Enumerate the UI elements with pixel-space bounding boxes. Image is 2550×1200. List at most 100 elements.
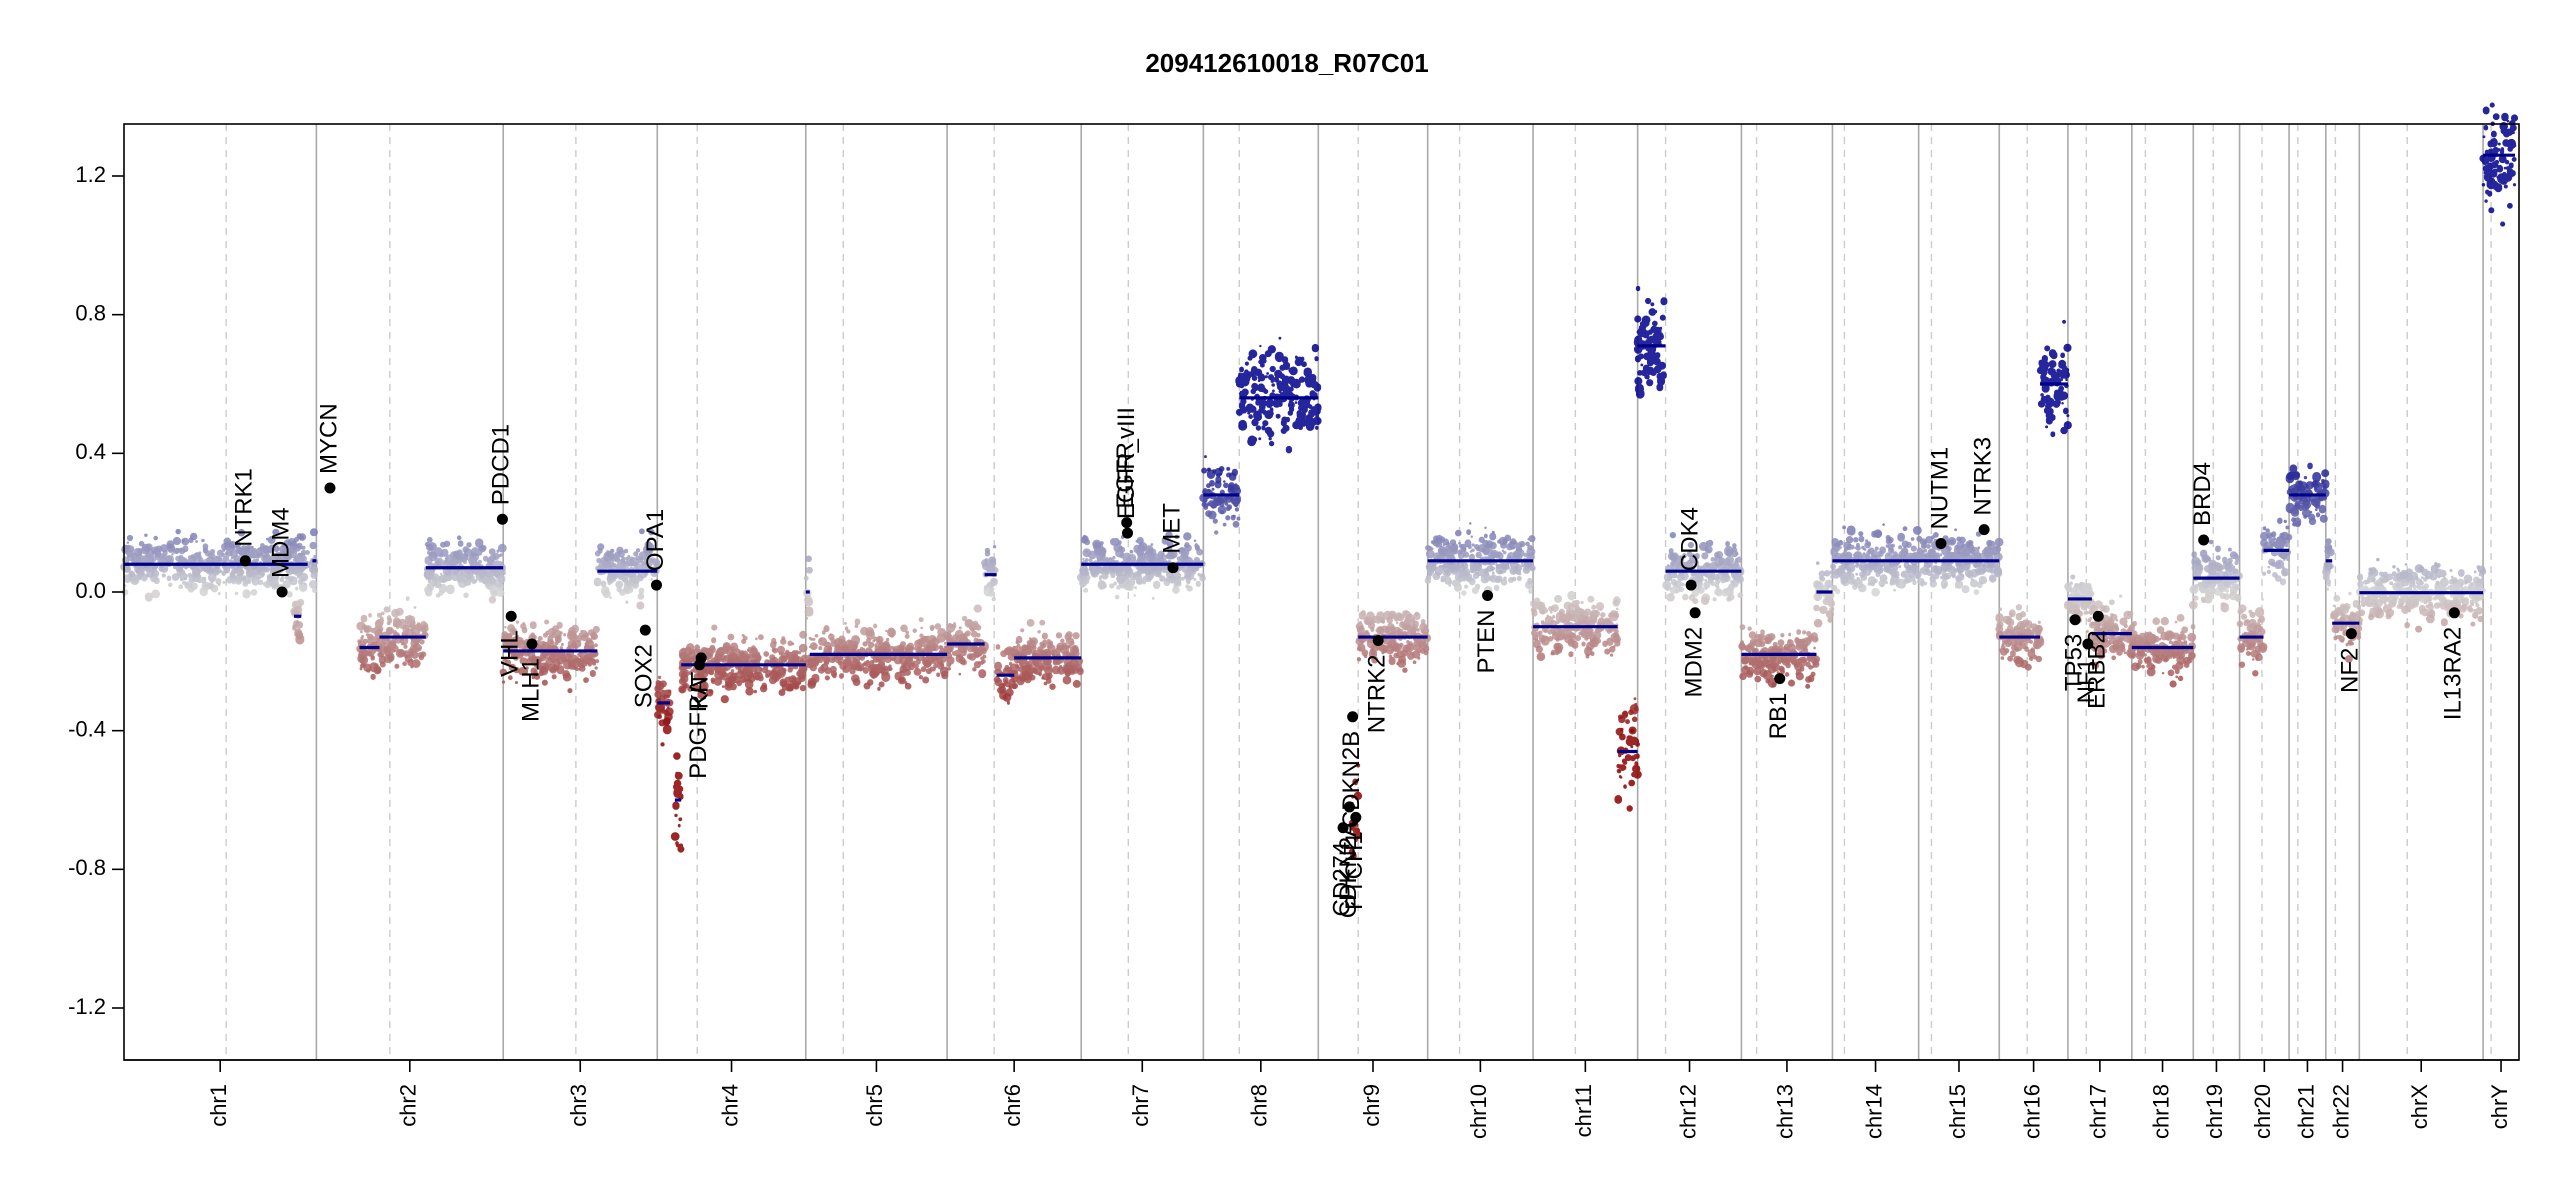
probe-dots	[1236, 514, 2328, 523]
probe-dots	[1203, 502, 2304, 514]
x-tick-label: chrY	[2487, 1084, 2512, 1130]
x-tick-label: chr13	[1773, 1084, 1798, 1139]
probe-dots	[375, 637, 2353, 648]
probe-dots	[1002, 693, 1012, 702]
probe-dots	[1232, 514, 1236, 519]
probe-dots	[293, 617, 2354, 628]
gene-point	[695, 652, 707, 664]
probe-dots	[361, 644, 2262, 655]
gene-point	[1337, 822, 1349, 834]
gene-label: PDGFRA	[685, 679, 712, 779]
probe-dots	[158, 563, 2424, 574]
gene-point	[496, 513, 508, 525]
probe-dots	[178, 581, 2484, 592]
gene-point	[2082, 638, 2094, 650]
gene-point	[1121, 517, 1133, 529]
gene-point	[2092, 610, 2104, 622]
probe-dots	[366, 665, 1754, 676]
gene-label: CD274	[1328, 842, 1355, 917]
probe-dots	[1217, 505, 2318, 515]
chromosome-boundaries	[225, 124, 2492, 1060]
gene-point	[2198, 534, 2210, 546]
probe-dots	[1226, 505, 1231, 512]
y-tick-label: 0.0	[75, 578, 106, 603]
probe-dots	[1692, 596, 2465, 606]
probe-dots	[293, 599, 2461, 608]
gene-label: NTRK1	[231, 468, 258, 547]
probe-dots	[361, 622, 2345, 632]
probe-dots	[692, 684, 701, 692]
probe-dots	[1628, 709, 1634, 716]
gene-point	[1774, 673, 1786, 685]
x-tick-label: chr6	[1000, 1084, 1025, 1127]
probe-dots	[1469, 520, 2301, 528]
gene-point	[650, 579, 662, 591]
probe-dots	[1285, 445, 1293, 454]
gene-label: CDK4	[1676, 507, 1703, 571]
probe-dots	[359, 647, 2162, 658]
y-tick-label: 0.8	[75, 300, 106, 325]
gene-point	[239, 555, 251, 567]
probe-dots	[679, 687, 685, 693]
gene-point	[324, 482, 336, 494]
probe-dots	[2283, 517, 2317, 526]
gene-label: MDM4	[267, 507, 294, 578]
y-tick-label: -1.2	[68, 994, 106, 1019]
gene-label: NTRK2	[1364, 655, 1391, 734]
probe-dots	[309, 528, 1988, 537]
gene-label: NUTM1	[1926, 447, 1953, 530]
x-tick-label: chr22	[2328, 1084, 2353, 1139]
probe-dots	[2201, 599, 2206, 604]
probe-dots	[1165, 531, 2274, 539]
probe-dots	[1212, 469, 1217, 474]
y-tick-label: 1.2	[75, 162, 106, 187]
gene-label: MLH1	[517, 658, 544, 722]
probe-dots	[662, 717, 1630, 726]
probe-dots	[376, 612, 1620, 618]
gene-label: MET	[1158, 503, 1185, 554]
probe-dots	[781, 682, 1012, 692]
probe-dots	[123, 562, 2285, 573]
x-tick-label: chr4	[717, 1084, 742, 1127]
probe-dots	[1203, 501, 2320, 511]
gene-point	[1685, 579, 1697, 591]
probe-dots	[1204, 455, 1207, 459]
probe-dots	[386, 621, 1405, 626]
probe-dots	[2296, 485, 2303, 491]
probe-dots	[127, 541, 1931, 551]
probe-dots	[412, 618, 2448, 627]
probe-dots	[1234, 504, 2327, 514]
probe-dots	[654, 711, 1629, 719]
probe-dots	[168, 580, 2463, 589]
probe-dots	[296, 602, 2460, 613]
probe-dots	[357, 636, 2150, 647]
probe-dots	[1226, 471, 2301, 479]
probe-dots	[1454, 529, 1883, 539]
probe-dots	[1203, 491, 2326, 501]
probe-dots	[501, 680, 506, 684]
gene-label: NTRK3	[1969, 437, 1996, 516]
probe-dots	[2303, 475, 2308, 480]
probe-dots	[1622, 710, 1628, 717]
gene-label: PTCH1	[1341, 831, 1368, 910]
probe-dots	[1552, 611, 2248, 623]
probe-dots	[297, 597, 2478, 607]
gene-point	[1350, 811, 1362, 823]
probe-dots	[187, 570, 2434, 580]
gene-label: SOX2	[631, 644, 658, 708]
probe-dots	[1902, 526, 1908, 532]
probe-dots	[1202, 495, 2308, 505]
probe-dots	[1532, 602, 2472, 611]
probe-dots	[2321, 478, 2325, 483]
gene-label: PTEN	[1473, 609, 1500, 673]
gene-label: OPA1	[642, 509, 669, 571]
probe-dots	[2293, 517, 2302, 527]
probe-dots	[419, 636, 2178, 647]
probe-dots	[2290, 508, 2300, 517]
probe-dots	[660, 735, 1642, 860]
probe-dots	[383, 653, 2353, 664]
probe-dots	[209, 547, 2335, 558]
gene-point	[2345, 628, 2357, 640]
probe-dots	[363, 624, 2114, 635]
